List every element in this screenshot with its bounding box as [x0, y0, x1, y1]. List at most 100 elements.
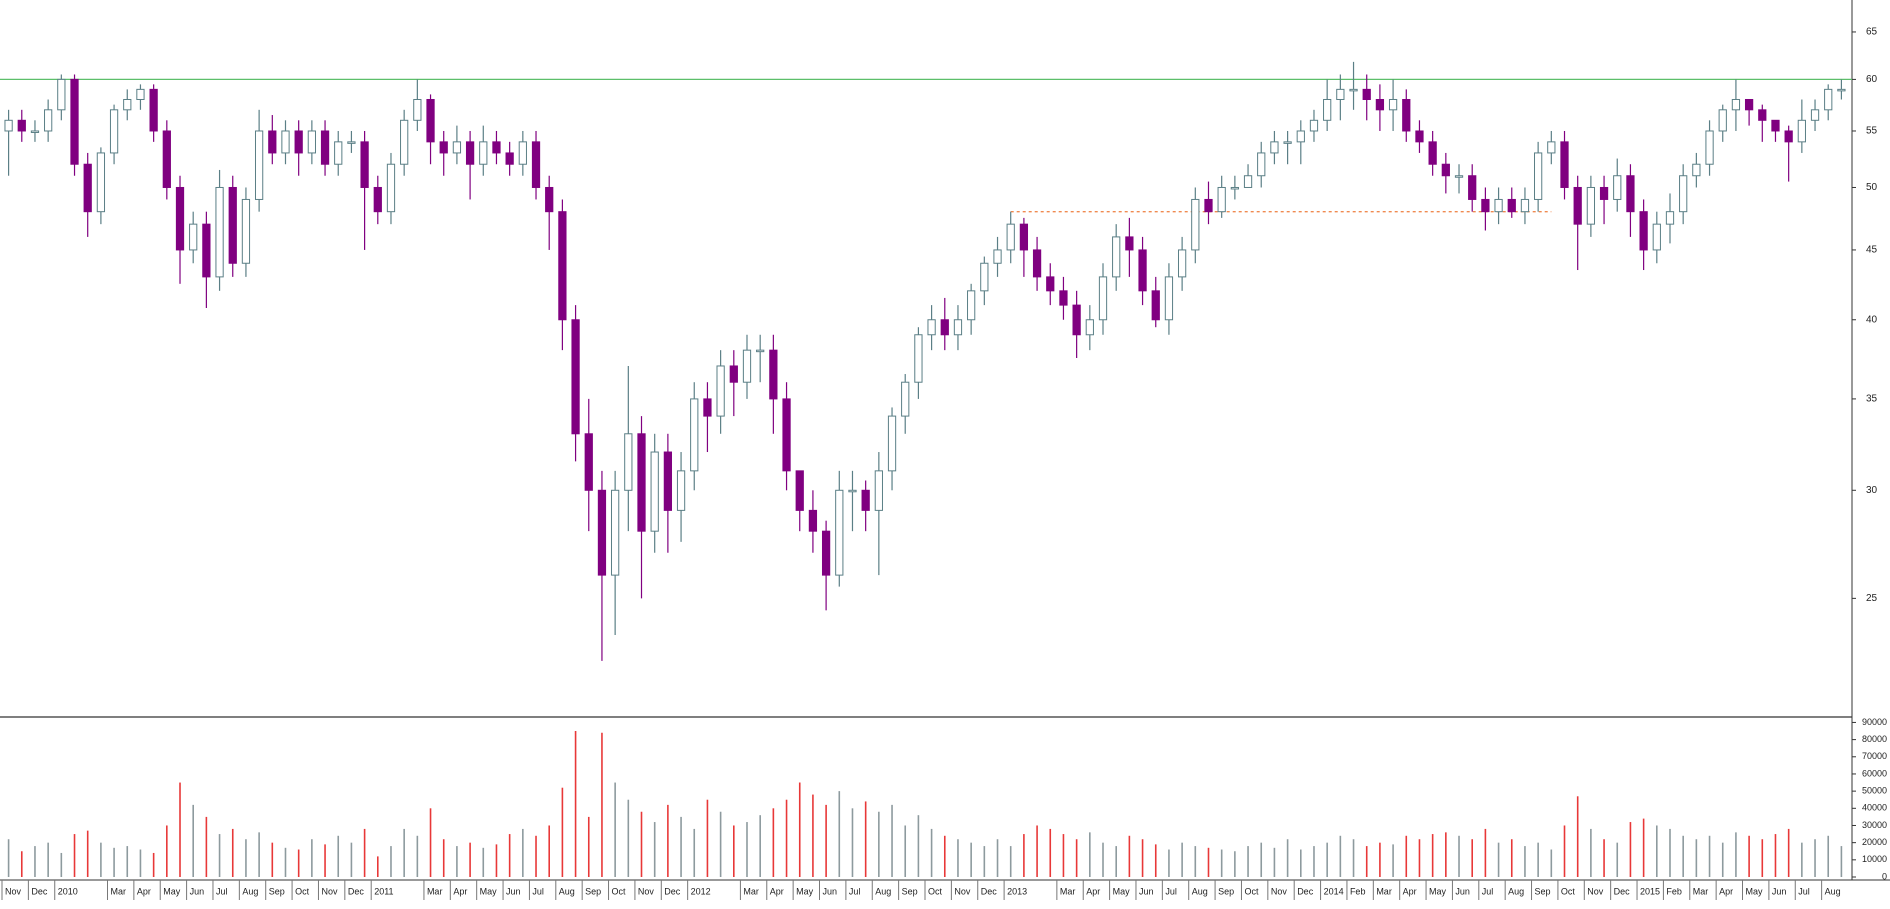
candle-body	[1586, 186, 1596, 225]
x-tick-label: Oct	[1561, 886, 1576, 896]
candle-body	[149, 88, 158, 132]
candle-body	[30, 130, 40, 133]
candle-body	[1296, 130, 1305, 143]
candle-body	[690, 398, 699, 472]
candle-body	[1481, 198, 1490, 213]
candle-body	[795, 470, 804, 511]
x-tick-label: Mar	[427, 886, 443, 896]
candle-body	[452, 141, 462, 154]
candle-body	[109, 109, 119, 154]
candle-body	[874, 470, 883, 511]
candle-body	[1560, 141, 1569, 188]
x-tick-label: Dec	[664, 886, 681, 896]
x-tick-label: Aug	[559, 886, 575, 896]
candle-body	[1468, 175, 1477, 200]
x-tick-label: 2011	[374, 886, 393, 896]
x-tick-label: Nov	[5, 886, 22, 896]
candle-body	[320, 130, 330, 165]
candle-body	[1415, 130, 1424, 143]
x-tick-label: Feb	[1350, 886, 1366, 896]
x-tick-label: Apr	[453, 886, 467, 896]
candle-body	[1191, 198, 1200, 251]
x-tick-label: Apr	[137, 886, 151, 896]
candle-body	[44, 109, 53, 132]
candle-body	[650, 451, 659, 532]
candle-body	[940, 319, 949, 336]
candle-body	[1217, 186, 1226, 213]
candle-body	[914, 334, 923, 383]
candle-body	[597, 489, 607, 576]
candle-body	[637, 433, 646, 532]
candle-body	[307, 130, 316, 154]
candle-body	[1758, 109, 1767, 121]
candle-body	[1006, 223, 1015, 251]
candle-body	[215, 186, 224, 278]
candle-body	[676, 470, 686, 511]
volume-tick-label: 40000	[1862, 803, 1887, 813]
candle-body	[1534, 152, 1543, 200]
y-tick-label: 40	[1866, 314, 1878, 325]
candle-body	[1784, 130, 1793, 143]
candle-body	[1336, 88, 1345, 100]
candle-body	[1679, 175, 1688, 213]
candle-body	[1797, 119, 1806, 143]
x-tick-label: Aug	[1508, 886, 1524, 896]
x-tick-label: Dec	[981, 886, 998, 896]
x-tick-label: Mar	[1376, 886, 1392, 896]
candle-body	[1626, 175, 1635, 213]
x-tick-label: Mar	[743, 886, 759, 896]
candle-body	[571, 319, 580, 435]
x-tick-label: 2013	[1007, 886, 1027, 896]
candle-body	[729, 365, 738, 383]
y-tick-label: 25	[1866, 593, 1878, 604]
candle-body	[268, 130, 277, 154]
volume-tick-label: 10000	[1862, 854, 1887, 864]
x-tick-label: Oct	[295, 886, 310, 896]
volume-tick-label: 60000	[1862, 768, 1887, 778]
candle-body	[439, 141, 448, 154]
x-tick-label: Nov	[1271, 886, 1288, 896]
x-tick-label: Jun	[1772, 886, 1787, 896]
candle-body	[1402, 98, 1411, 132]
candle-body	[96, 152, 106, 213]
candle-body	[281, 130, 290, 154]
x-tick-label: Aug	[1825, 886, 1841, 896]
volume-tick-label: 0	[1882, 871, 1887, 881]
candle-body	[545, 186, 554, 213]
candle-body	[1824, 88, 1833, 111]
x-tick-label: Oct	[928, 886, 943, 896]
x-tick-label: Feb	[1666, 886, 1682, 896]
x-tick-label: Dec	[1614, 886, 1631, 896]
candle-body	[584, 433, 593, 491]
candle-body	[624, 433, 633, 491]
y-tick-label: 30	[1866, 485, 1878, 496]
x-tick-label: Apr	[770, 886, 784, 896]
x-tick-label: Sep	[902, 886, 918, 896]
x-tick-label: May	[1429, 886, 1447, 896]
candle-body	[202, 223, 211, 278]
x-tick-label: Nov	[321, 886, 338, 896]
candle-body	[887, 415, 897, 472]
y-tick-label: 55	[1866, 126, 1878, 137]
candle-body	[1718, 109, 1727, 132]
x-tick-label: Nov	[1587, 886, 1604, 896]
candle-body	[756, 349, 765, 353]
candle-body	[1323, 98, 1332, 121]
x-tick-label: 2012	[691, 886, 711, 896]
candle-body	[1771, 119, 1780, 132]
candle-body	[1270, 141, 1279, 154]
candle-body	[1032, 249, 1042, 278]
candle-body	[294, 130, 303, 154]
x-tick-label: Jun	[823, 886, 838, 896]
candle-body	[70, 78, 79, 165]
x-tick-label: Jul	[1798, 886, 1810, 896]
candle-body	[1375, 98, 1385, 111]
candle-body	[1151, 290, 1160, 321]
volume-tick-label: 30000	[1862, 820, 1887, 830]
x-tick-label: May	[1113, 886, 1131, 896]
x-tick-label: Apr	[1086, 886, 1100, 896]
x-tick-label: Aug	[242, 886, 258, 896]
x-tick-label: Dec	[1297, 886, 1314, 896]
candle-body	[518, 141, 527, 165]
